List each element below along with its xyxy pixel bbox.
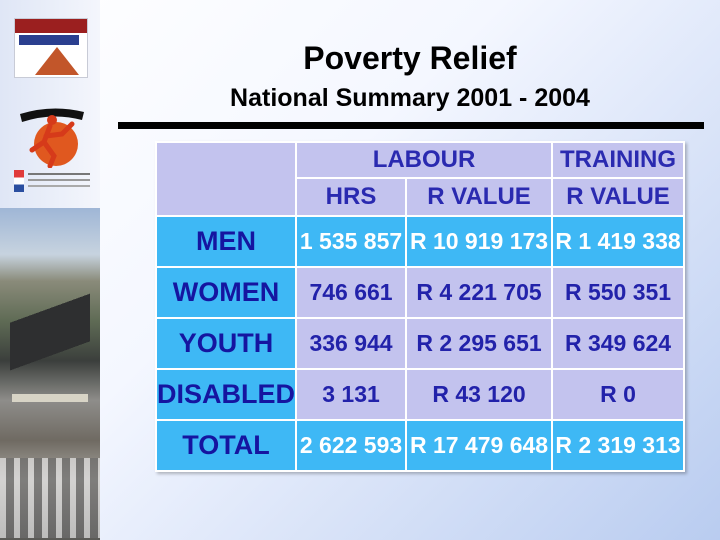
runner-logo [20, 108, 84, 168]
table-header-row-2: HRS R VALUE R VALUE [156, 177, 686, 217]
labour-header: LABOUR [295, 141, 554, 179]
hrs-cell: 1 535 857 [295, 215, 408, 268]
labour-rvalue-cell: R 4 221 705 [405, 266, 554, 319]
table-header-row-1: LABOUR TRAINING [154, 141, 686, 217]
labour-rvalue-header: R VALUE [405, 177, 554, 217]
roads-agency-logo [14, 18, 88, 78]
slide-title: Poverty Relief [303, 40, 517, 76]
government-banner-logo [14, 170, 92, 192]
training-rvalue-cell: R 2 319 313 [551, 419, 686, 472]
table-row: WOMEN 746 661 R 4 221 705 R 550 351 [154, 266, 686, 319]
training-rvalue-cell: R 349 624 [551, 317, 686, 370]
row-label: MEN [154, 215, 298, 268]
labour-rvalue-cell: R 2 295 651 [405, 317, 554, 370]
table-row: MEN 1 535 857 R 10 919 173 R 1 419 338 [154, 215, 686, 268]
table-corner-cell [154, 141, 298, 217]
road-photo-strip [0, 208, 100, 540]
hrs-cell: 336 944 [295, 317, 408, 370]
table-row: YOUTH 336 944 R 2 295 651 R 349 624 [154, 317, 686, 370]
hrs-header: HRS [295, 177, 408, 217]
row-label: WOMEN [154, 266, 298, 319]
table-row: DISABLED 3 131 R 43 120 R 0 [154, 368, 686, 421]
poverty-relief-table: LABOUR TRAINING HRS R VALUE R VALUE MEN … [154, 141, 686, 472]
training-rvalue-cell: R 550 351 [551, 266, 686, 319]
left-sidebar [0, 0, 100, 540]
training-rvalue-cell: R 0 [551, 368, 686, 421]
hrs-cell: 3 131 [295, 368, 408, 421]
slide-subtitle: National Summary 2001 - 2004 [230, 84, 590, 112]
road-photo-1 [10, 278, 90, 398]
hrs-cell: 746 661 [295, 266, 408, 319]
labour-rvalue-cell: R 43 120 [405, 368, 554, 421]
labour-rvalue-cell: R 17 479 648 [405, 419, 554, 472]
training-rvalue-cell: R 1 419 338 [551, 215, 686, 268]
labour-rvalue-cell: R 10 919 173 [405, 215, 554, 268]
road-triangle-icon [35, 47, 79, 75]
kerb-photo [12, 394, 88, 402]
logo-band [15, 19, 87, 33]
logo-band-blue [19, 35, 79, 45]
banner-text-lines [28, 173, 90, 175]
training-header: TRAINING [551, 141, 686, 179]
training-rvalue-header: R VALUE [551, 177, 686, 217]
flag-icon [14, 170, 24, 192]
table-row: TOTAL 2 622 593 R 17 479 648 R 2 319 313 [154, 419, 686, 472]
row-label: TOTAL [154, 419, 298, 472]
title-divider [118, 122, 704, 129]
crossing-photo [0, 458, 100, 538]
row-label: YOUTH [154, 317, 298, 370]
hrs-cell: 2 622 593 [295, 419, 408, 472]
row-label: DISABLED [154, 368, 298, 421]
